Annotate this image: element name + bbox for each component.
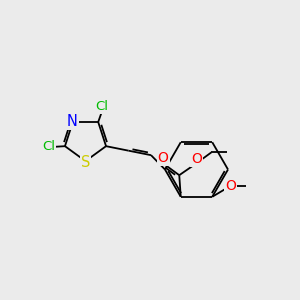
Text: S: S	[81, 155, 90, 170]
Text: O: O	[191, 152, 202, 166]
Text: O: O	[158, 152, 169, 165]
Text: N: N	[67, 114, 78, 129]
Text: O: O	[225, 179, 236, 193]
Text: Cl: Cl	[95, 100, 108, 113]
Text: Cl: Cl	[42, 140, 55, 153]
